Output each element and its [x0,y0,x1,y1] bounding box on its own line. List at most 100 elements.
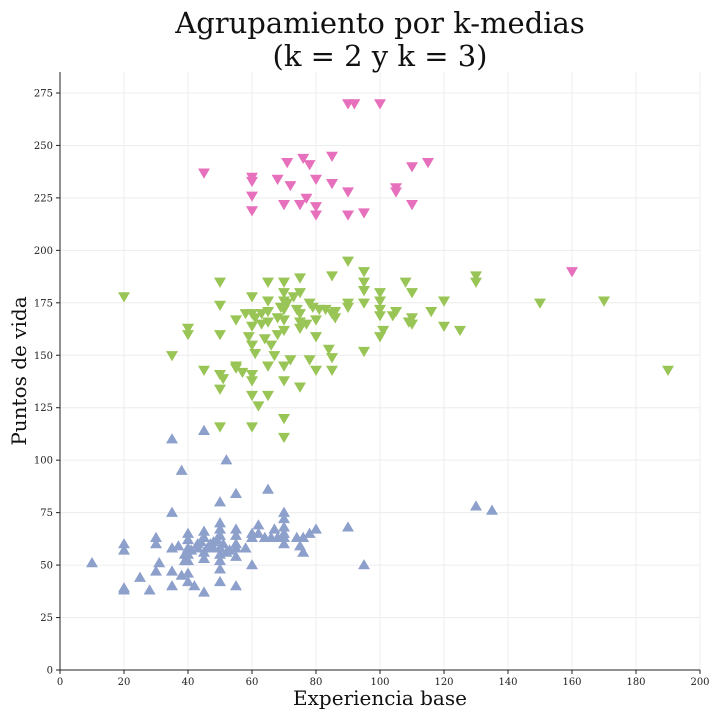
point-s1-69 [310,365,322,376]
point-s2-3 [246,191,258,202]
point-s1-18 [246,292,258,303]
point-s0-6 [143,584,156,595]
point-s0-80 [278,506,290,517]
point-s1-86 [358,346,370,358]
point-s2-7 [281,158,294,169]
point-s1-26 [249,348,262,360]
point-s0-1 [118,544,130,555]
point-s1-29 [255,309,268,320]
point-s1-68 [310,332,322,343]
point-s0-64 [239,542,252,553]
grid-layer [59,72,701,671]
point-s2-8 [284,181,297,192]
point-s1-48 [278,325,290,337]
point-s0-52 [214,496,226,507]
point-s2-0 [198,168,210,179]
point-s1-39 [268,351,281,362]
point-s0-26 [182,533,194,545]
point-s1-61 [294,323,306,334]
point-s2-26 [406,162,418,173]
point-s2-10 [297,153,310,165]
point-s1-38 [265,340,278,351]
y-tick-label-6: 150 [34,351,53,362]
point-s1-53 [281,298,294,309]
point-s0-85 [303,527,316,538]
point-s1-88 [374,296,386,307]
y-tick-label-1: 25 [40,613,53,624]
point-s1-14 [230,315,242,326]
point-s1-100 [425,307,438,318]
point-s1-79 [342,256,354,267]
point-s1-5 [214,277,226,288]
point-s1-75 [326,353,338,364]
points-layer [86,99,674,597]
point-s1-99 [406,319,418,330]
point-s1-107 [598,296,610,307]
chart-title-line1: Agrupamiento por k-medias [174,6,584,40]
point-s0-55 [220,454,233,465]
y-axis-label: Puntos de vida [7,296,31,445]
x-tick-label-5: 100 [370,677,389,688]
point-s0-73 [268,523,281,534]
point-s1-83 [358,277,370,288]
point-s1-87 [374,288,386,299]
point-s0-36 [198,531,210,543]
point-s1-10 [214,422,226,433]
point-s1-37 [262,390,274,402]
point-s1-11 [217,374,230,385]
y-tick-label-4: 100 [34,456,53,467]
point-s0-61 [230,529,242,540]
point-s0-58 [230,550,242,561]
point-s1-65 [303,355,316,366]
point-s1-90 [374,311,386,322]
point-s1-23 [246,376,258,387]
point-s1-35 [262,317,274,328]
point-s2-22 [358,208,370,219]
point-s1-6 [214,300,226,311]
point-s0-75 [278,538,290,549]
point-s1-85 [358,298,370,309]
point-s0-15 [166,433,178,444]
point-s0-78 [278,521,290,532]
y-tick-label-11: 275 [34,88,53,99]
point-s0-88 [358,559,370,570]
point-s2-14 [310,202,322,213]
point-s2-28 [422,158,434,169]
point-s1-47 [278,315,290,326]
point-s0-83 [297,546,310,557]
point-s1-31 [258,334,271,345]
point-s1-17 [242,332,255,343]
point-s1-3 [182,323,194,334]
point-s0-9 [150,531,162,543]
point-s1-28 [252,401,265,412]
point-s1-78 [329,307,342,318]
point-s1-44 [278,288,290,299]
x-tick-label-9: 180 [626,677,645,688]
point-s1-106 [534,298,546,309]
point-s1-97 [406,288,418,299]
point-s0-50 [214,523,226,534]
x-tick-label-1: 20 [118,677,131,688]
point-s1-63 [300,319,313,330]
point-s1-101 [438,296,450,307]
y-tick-label-0: 0 [47,666,53,677]
point-s1-21 [246,340,258,351]
point-s2-4 [246,206,258,217]
point-s0-63 [230,487,242,498]
x-tick-label-8: 160 [562,677,581,688]
point-s0-51 [214,517,226,528]
point-s2-29 [566,267,578,278]
point-s0-60 [230,538,242,549]
point-s1-43 [278,277,290,288]
point-s0-27 [182,527,194,538]
point-s1-108 [662,365,674,376]
point-s1-62 [294,382,306,393]
point-s1-22 [246,369,258,381]
point-s1-34 [262,307,274,318]
point-s1-49 [278,361,290,372]
point-s0-37 [198,525,210,536]
point-s0-10 [153,556,166,568]
point-s0-4 [118,582,130,593]
y-tick-label-8: 200 [34,246,53,257]
